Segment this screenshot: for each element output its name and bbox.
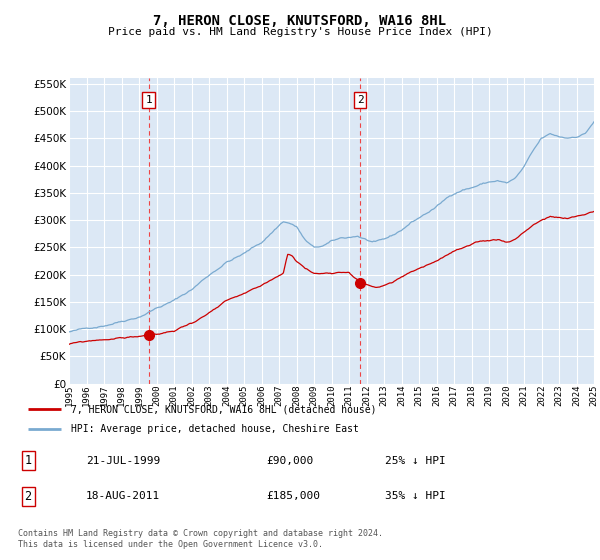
Text: Price paid vs. HM Land Registry's House Price Index (HPI): Price paid vs. HM Land Registry's House … — [107, 27, 493, 37]
Text: 21-JUL-1999: 21-JUL-1999 — [86, 456, 160, 466]
Text: 25% ↓ HPI: 25% ↓ HPI — [385, 456, 445, 466]
Text: 7, HERON CLOSE, KNUTSFORD, WA16 8HL (detached house): 7, HERON CLOSE, KNUTSFORD, WA16 8HL (det… — [71, 404, 376, 414]
Text: £90,000: £90,000 — [266, 456, 313, 466]
Text: 2: 2 — [25, 489, 32, 503]
Text: 2: 2 — [356, 95, 364, 105]
Text: 18-AUG-2011: 18-AUG-2011 — [86, 491, 160, 501]
Text: Contains HM Land Registry data © Crown copyright and database right 2024.
This d: Contains HM Land Registry data © Crown c… — [18, 529, 383, 549]
Text: 35% ↓ HPI: 35% ↓ HPI — [385, 491, 445, 501]
Text: 7, HERON CLOSE, KNUTSFORD, WA16 8HL: 7, HERON CLOSE, KNUTSFORD, WA16 8HL — [154, 14, 446, 28]
Text: 1: 1 — [145, 95, 152, 105]
Text: 1: 1 — [25, 454, 32, 468]
Text: HPI: Average price, detached house, Cheshire East: HPI: Average price, detached house, Ches… — [71, 424, 359, 434]
Text: £185,000: £185,000 — [266, 491, 320, 501]
